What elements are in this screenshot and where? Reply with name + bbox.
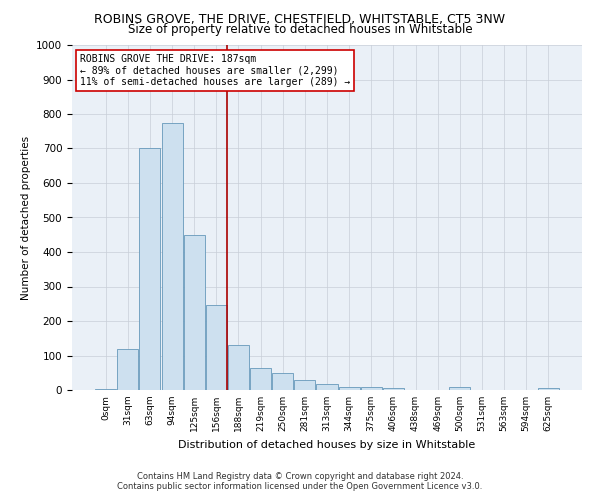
Text: Contains HM Land Registry data © Crown copyright and database right 2024.
Contai: Contains HM Land Registry data © Crown c… (118, 472, 482, 491)
Bar (383, 388, 404, 390)
Bar (184, 235, 205, 390)
Text: ROBINS GROVE THE DRIVE: 187sqm
← 89% of detached houses are smaller (2,299)
11% : ROBINS GROVE THE DRIVE: 187sqm ← 89% of … (80, 54, 350, 87)
Bar (449, 387, 470, 390)
Bar (338, 386, 359, 390)
Text: Size of property relative to detached houses in Whitstable: Size of property relative to detached ho… (128, 22, 472, 36)
Bar (250, 368, 271, 390)
Text: ROBINS GROVE, THE DRIVE, CHESTFIELD, WHITSTABLE, CT5 3NW: ROBINS GROVE, THE DRIVE, CHESTFIELD, WHI… (94, 12, 506, 26)
Bar (139, 148, 160, 390)
Bar (118, 348, 139, 390)
X-axis label: Distribution of detached houses by size in Whitstable: Distribution of detached houses by size … (178, 440, 476, 450)
Y-axis label: Number of detached properties: Number of detached properties (20, 136, 31, 300)
Bar (538, 388, 559, 390)
Bar (361, 386, 382, 390)
Bar (161, 122, 182, 390)
Bar (206, 306, 227, 390)
Bar (316, 384, 338, 390)
Bar (295, 380, 316, 390)
Bar (228, 345, 249, 390)
Bar (272, 373, 293, 390)
